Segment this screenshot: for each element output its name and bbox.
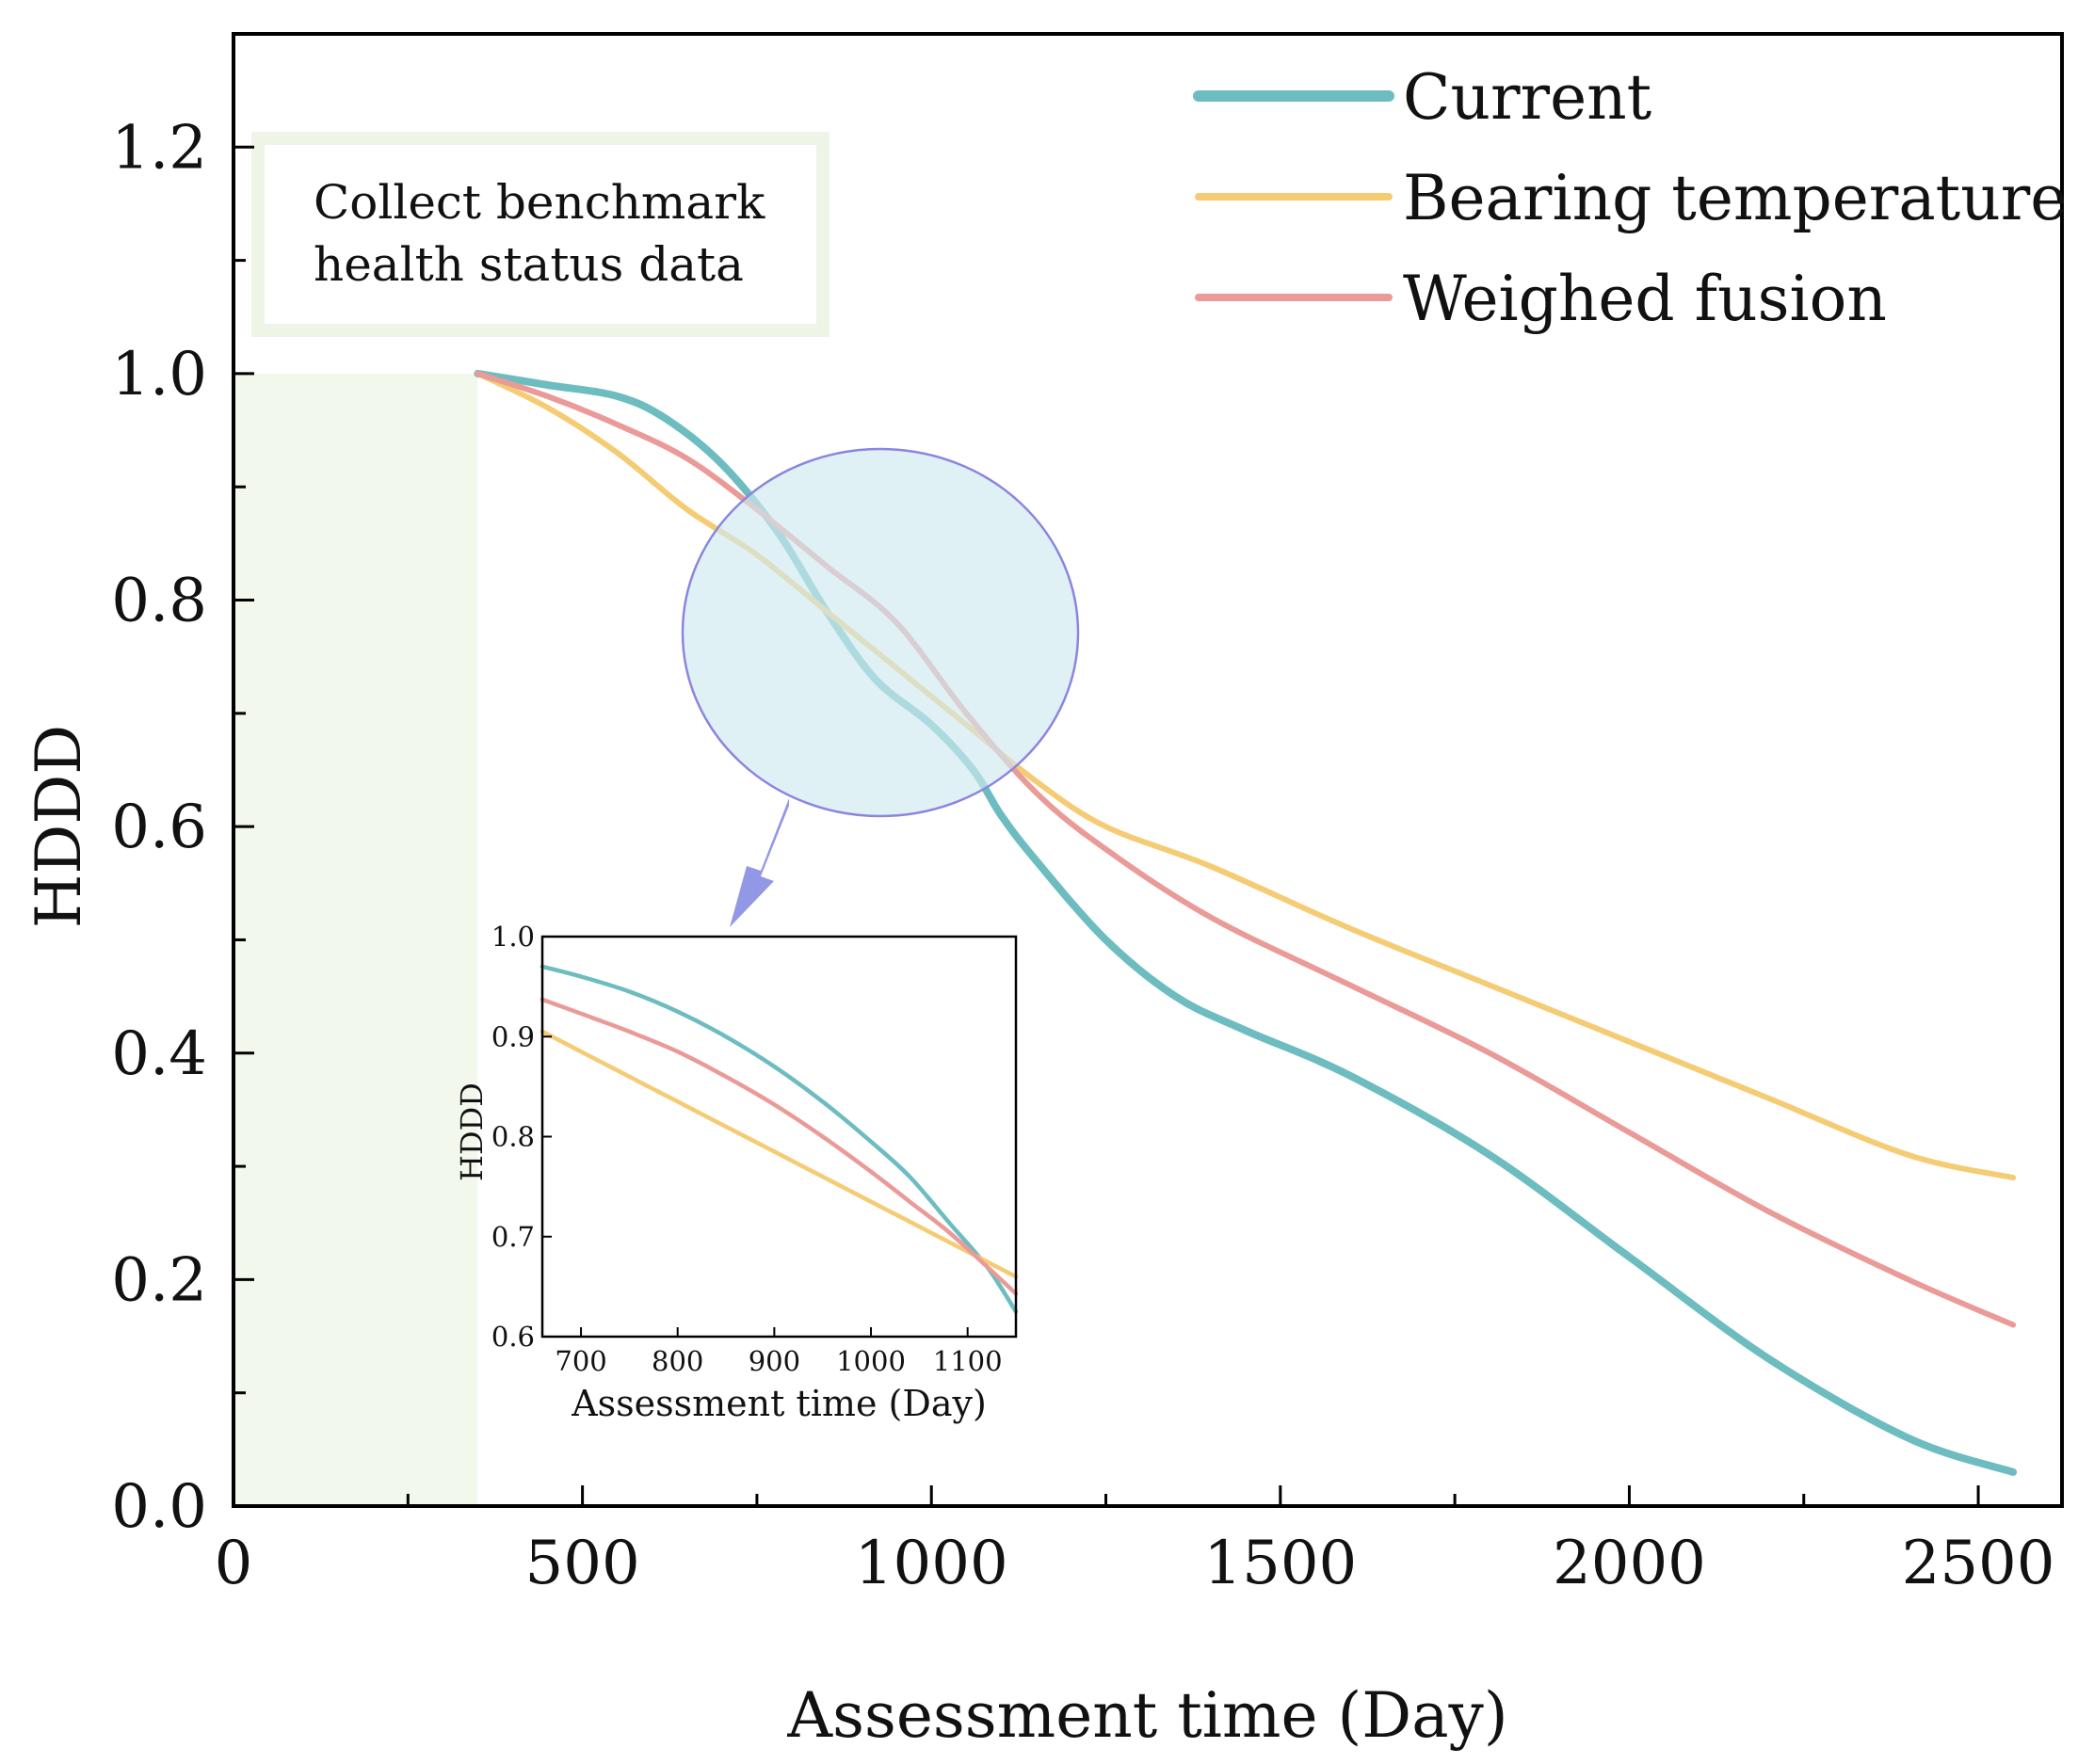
inset-y-tick-label: 0.9 xyxy=(491,1020,535,1052)
x-tick-label: 0 xyxy=(215,1529,253,1598)
plot-frame xyxy=(232,32,2064,1508)
inset-x-tick-label: 800 xyxy=(652,1345,703,1377)
series-line-current xyxy=(474,369,2018,1476)
inset-axes: 700 800 900 1000 1100 0.6 0.7 0.8 0.9 1.0 Assessme… xyxy=(454,921,1018,1424)
x-axis-label: Assessment time (Day) xyxy=(786,1679,1507,1752)
annotation-line-1: Collect benchmark xyxy=(314,175,765,230)
inset-x-tick-label: 1000 xyxy=(836,1345,906,1377)
inset-series-line-current xyxy=(540,964,1019,1314)
x-tick-label: 500 xyxy=(525,1529,640,1598)
inset-y-axis-label: HDDD xyxy=(454,1082,490,1181)
series-line-bearing-temperature xyxy=(475,370,2017,1181)
annotation-line-2: health status data xyxy=(314,237,744,292)
inset-x-tick-label: 900 xyxy=(749,1345,800,1377)
inset-background xyxy=(542,937,1016,1337)
y-tick-label: 1.2 xyxy=(111,113,207,183)
inset-x-tick-label: 700 xyxy=(555,1345,606,1377)
y-tick-label: 0.6 xyxy=(111,793,207,862)
y-tick-label: 1.0 xyxy=(111,340,207,409)
y-axis-label: HDDD xyxy=(23,725,95,928)
inset-series-line-bearing-temperature xyxy=(540,1029,1019,1279)
legend-label-weighed-fusion: Weighed fusion xyxy=(1403,263,1887,335)
x-tick-label: 1500 xyxy=(1203,1529,1357,1598)
y-tick-label: 0.0 xyxy=(111,1472,207,1542)
main-axes: 0 500 1000 1500 2000 2500 0.0 0.2 0.4 0.6 0.8 1.0 1.… xyxy=(23,32,2064,1752)
benchmark-region xyxy=(234,373,478,1506)
x-tick-label: 1000 xyxy=(855,1529,1008,1598)
inset-series-line-weighed-fusion xyxy=(540,997,1019,1296)
inset-x-axis-label: Assessment time (Day) xyxy=(571,1383,987,1424)
annotation-box xyxy=(251,132,830,337)
legend: Current Bearing temperature Weighed fusi… xyxy=(1193,61,2067,335)
inset-y-tick-label: 0.8 xyxy=(491,1121,535,1153)
series-line-weighed-fusion xyxy=(475,370,2017,1328)
inset-y-tick-label: 1.0 xyxy=(491,921,535,953)
legend-label-current: Current xyxy=(1403,61,1651,134)
inset-y-tick-label: 0.7 xyxy=(491,1221,535,1253)
inset-y-tick-label: 0.6 xyxy=(491,1321,535,1353)
y-tick-label: 0.2 xyxy=(111,1245,207,1315)
main-plot-lines xyxy=(474,369,2018,1476)
legend-label-bearing-temperature: Bearing temperature xyxy=(1403,162,2067,234)
x-tick-label: 2500 xyxy=(1902,1529,2055,1598)
y-tick-label: 0.8 xyxy=(111,567,207,636)
inset-x-tick-label: 1100 xyxy=(933,1345,1003,1377)
y-tick-label: 0.4 xyxy=(111,1019,207,1089)
zoom-magnifier xyxy=(681,447,1080,818)
zoom-arrow xyxy=(730,798,789,927)
inset-plot-lines xyxy=(540,964,1019,1314)
x-tick-label: 2000 xyxy=(1553,1529,1706,1598)
